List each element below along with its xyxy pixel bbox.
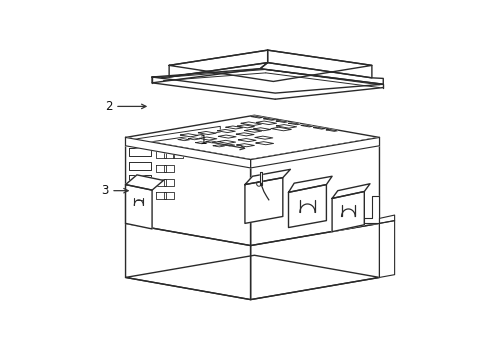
Polygon shape [195, 142, 206, 144]
Polygon shape [250, 138, 379, 168]
Polygon shape [244, 129, 261, 132]
Polygon shape [270, 127, 291, 131]
Polygon shape [301, 125, 312, 127]
Text: 3: 3 [101, 184, 128, 197]
Text: 1: 1 [199, 134, 244, 150]
Polygon shape [213, 145, 224, 147]
Polygon shape [241, 122, 261, 126]
Polygon shape [288, 176, 331, 192]
Polygon shape [379, 215, 394, 223]
Polygon shape [313, 127, 325, 129]
Polygon shape [169, 50, 267, 77]
Polygon shape [164, 165, 174, 172]
Polygon shape [250, 138, 379, 246]
Polygon shape [288, 185, 326, 228]
Polygon shape [331, 192, 364, 232]
Polygon shape [244, 177, 282, 223]
Polygon shape [260, 172, 262, 185]
Polygon shape [164, 151, 174, 158]
Polygon shape [129, 162, 150, 170]
Polygon shape [169, 50, 371, 81]
Polygon shape [188, 138, 199, 140]
Polygon shape [276, 121, 287, 122]
Polygon shape [199, 137, 216, 140]
Polygon shape [267, 50, 371, 78]
Polygon shape [155, 193, 165, 199]
Polygon shape [236, 144, 254, 147]
Polygon shape [260, 63, 383, 84]
Polygon shape [364, 195, 379, 223]
Polygon shape [125, 223, 250, 300]
Polygon shape [155, 179, 165, 185]
Polygon shape [218, 140, 235, 143]
Polygon shape [164, 179, 174, 185]
Polygon shape [263, 118, 274, 120]
Polygon shape [256, 121, 276, 125]
Polygon shape [155, 165, 165, 172]
Polygon shape [379, 221, 394, 278]
Polygon shape [155, 151, 165, 158]
Polygon shape [198, 131, 216, 135]
Polygon shape [255, 142, 273, 145]
Polygon shape [125, 255, 379, 300]
Polygon shape [250, 223, 379, 300]
Polygon shape [218, 135, 236, 138]
Polygon shape [238, 139, 256, 142]
Polygon shape [125, 138, 250, 168]
Polygon shape [164, 193, 174, 199]
Polygon shape [125, 185, 152, 229]
Polygon shape [253, 128, 270, 131]
Polygon shape [276, 125, 296, 128]
Polygon shape [129, 148, 150, 156]
Polygon shape [288, 123, 299, 125]
Polygon shape [325, 129, 337, 131]
Polygon shape [152, 69, 383, 93]
Polygon shape [178, 139, 189, 141]
Polygon shape [244, 169, 290, 185]
Polygon shape [173, 151, 183, 158]
Polygon shape [129, 175, 150, 184]
Polygon shape [217, 130, 235, 132]
Polygon shape [223, 144, 234, 146]
Polygon shape [127, 126, 220, 145]
Polygon shape [205, 141, 217, 143]
Polygon shape [125, 138, 250, 246]
Polygon shape [225, 126, 243, 129]
Polygon shape [152, 63, 267, 83]
Polygon shape [180, 134, 198, 137]
Polygon shape [236, 133, 253, 136]
Polygon shape [331, 184, 369, 198]
Polygon shape [255, 136, 272, 139]
Polygon shape [125, 115, 379, 159]
Polygon shape [237, 125, 254, 128]
Polygon shape [125, 175, 163, 190]
Polygon shape [251, 116, 262, 118]
Text: 2: 2 [104, 100, 146, 113]
